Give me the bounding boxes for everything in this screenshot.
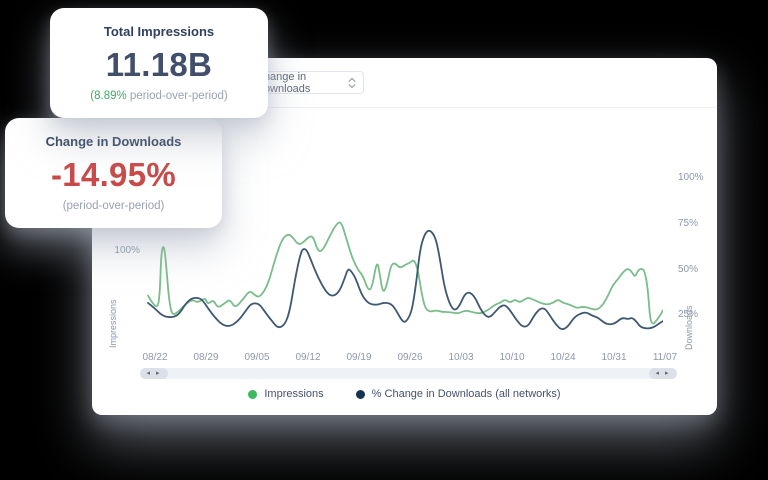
x-axis-labels: 08/22 08/29 09/05 09/12 09/19 09/26 10/03 10/10… <box>92 352 717 366</box>
series-line-pct-change-downloads <box>147 229 663 331</box>
right-axis-tick: 100% <box>678 172 704 183</box>
card-title: Total Impressions <box>103 24 215 39</box>
series-line-impressions <box>147 221 663 325</box>
select-arrows-icon <box>348 77 356 88</box>
line-chart <box>147 221 663 331</box>
chart-legend: Impressions % Change in Downloads (all ne… <box>92 388 717 400</box>
impressions-value: 11.18B <box>105 46 213 83</box>
impressions-delta: (8.89% period-over-period) <box>50 90 268 102</box>
x-axis-tick: 08/29 <box>193 352 219 363</box>
panel-header: Change in Downloads <box>92 58 717 108</box>
change-in-downloads-card: Change in Downloads -14.95% (period-over… <box>5 118 222 228</box>
chart-area: 100% Impressions Downloads 100% 75% 50% 25%… <box>92 107 717 415</box>
legend-item-impressions[interactable]: Impressions <box>248 388 324 400</box>
right-axis-tick: 50% <box>678 264 699 275</box>
legend-label: % Change in Downloads (all networks) <box>371 388 561 400</box>
left-axis-tick: 100% <box>114 245 140 256</box>
impressions-delta-suffix: period-over-period) <box>126 90 228 102</box>
right-axis-tick: 25% <box>678 309 699 320</box>
legend-item-pct-change-downloads[interactable]: % Change in Downloads (all networks) <box>355 388 561 400</box>
legend-dot-pct-change-downloads <box>355 389 365 399</box>
scrollbar-left-button[interactable]: ◂ ▸ <box>140 368 168 379</box>
card-title: Change in Downloads <box>45 134 182 149</box>
left-axis-title: Impressions <box>108 299 118 349</box>
right-axis-tick: 75% <box>678 218 699 229</box>
total-impressions-card: Total Impressions 11.18B (8.89% period-o… <box>50 8 268 118</box>
scrollbar-right-button[interactable]: ◂ ▸ <box>649 368 677 379</box>
right-axis-title: Downloads <box>684 305 694 351</box>
chart-scrollbar[interactable]: ◂ ▸ ◂ ▸ <box>140 368 677 379</box>
x-axis-tick: 09/26 <box>397 352 423 363</box>
x-axis-tick: 09/12 <box>295 352 321 363</box>
metric-select[interactable]: Change in Downloads <box>248 70 364 95</box>
downloads-change-value: -14.95% <box>50 156 176 193</box>
legend-label: Impressions <box>264 388 324 400</box>
x-axis-tick: 09/19 <box>346 352 372 363</box>
x-axis-tick: 10/31 <box>601 352 627 363</box>
x-axis-tick: 10/10 <box>499 352 525 363</box>
x-axis-tick: 10/24 <box>550 352 576 363</box>
metric-select-value: Change in Downloads <box>256 70 311 95</box>
x-axis-tick: 08/22 <box>142 352 168 363</box>
x-axis-tick: 10/03 <box>448 352 474 363</box>
downloads-change-period: (period-over-period) <box>62 200 165 212</box>
legend-dot-impressions <box>248 389 258 399</box>
impressions-delta-percent: (8.89% <box>90 90 127 102</box>
x-axis-tick: 11/07 <box>652 352 678 363</box>
x-axis-tick: 09/05 <box>244 352 270 363</box>
